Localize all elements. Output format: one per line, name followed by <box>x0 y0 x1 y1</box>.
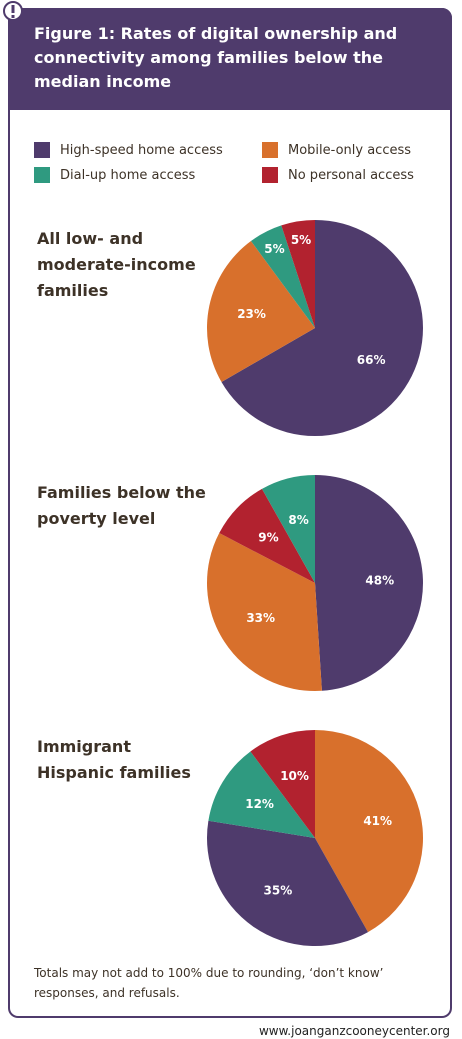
data-label: 9% <box>258 530 278 544</box>
header-band <box>8 8 452 110</box>
pie-slice <box>208 751 315 838</box>
pie-slice <box>315 730 424 933</box>
data-label: 41% <box>363 814 392 828</box>
pie-slice <box>219 488 315 583</box>
data-label: 5% <box>264 242 284 256</box>
legend-swatch <box>34 167 50 183</box>
pie-slice <box>262 475 315 583</box>
pie-slice <box>250 225 315 328</box>
pie-slice <box>206 533 322 691</box>
legend-item: No personal access <box>262 167 414 183</box>
legend-label: Mobile-only access <box>288 142 412 158</box>
data-label: 48% <box>365 573 394 587</box>
pie-slice <box>281 220 315 328</box>
legend-label: No personal access <box>288 167 414 183</box>
chart-title: All low- and moderate-income families <box>37 229 196 300</box>
legend-label: Dial-up home access <box>60 167 196 183</box>
pie-charts: 66% 23% 5% 5% 48% 33% 9% 8% 41% 35% 12% 10% <box>206 220 424 946</box>
data-label: 33% <box>246 611 275 625</box>
pie-slice <box>207 820 368 946</box>
data-label: 35% <box>264 884 293 898</box>
legend-item: High-speed home access <box>34 142 223 158</box>
data-label: 10% <box>280 769 309 783</box>
pie-slice <box>221 220 424 436</box>
legend-swatch <box>262 142 278 158</box>
data-label: 66% <box>357 353 386 367</box>
legend-item: Mobile-only access <box>262 142 411 158</box>
data-label: 5% <box>291 233 311 247</box>
footnote: Totals may not add to 100% due to roundi… <box>34 966 384 1000</box>
legend-label: High-speed home access <box>60 142 223 158</box>
title: Figure 1: Rates of digital ownership and… <box>34 24 398 91</box>
chart-title: Families below the poverty level <box>37 483 206 528</box>
legend-item: Dial-up home access <box>34 167 195 183</box>
data-label: 23% <box>237 307 266 321</box>
legend-swatch <box>262 167 278 183</box>
pie-slice <box>315 475 423 691</box>
pie-slice <box>250 730 315 838</box>
legend-swatch <box>34 142 50 158</box>
data-label: 8% <box>288 513 308 527</box>
chart-title: Immigrant Hispanic families <box>37 737 191 782</box>
alert-icon <box>3 1 23 21</box>
frame <box>8 8 452 1018</box>
pie-slice <box>207 241 315 382</box>
source-url: www.joanganzcooneycenter.org <box>258 1024 450 1038</box>
data-label: 12% <box>245 797 274 811</box>
